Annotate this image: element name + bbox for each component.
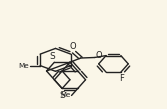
Text: O: O bbox=[70, 42, 76, 51]
Text: S: S bbox=[50, 52, 56, 61]
Text: F: F bbox=[119, 74, 124, 83]
Text: O: O bbox=[95, 51, 102, 60]
Text: S: S bbox=[59, 91, 65, 100]
Text: Me: Me bbox=[60, 92, 71, 99]
Text: Me: Me bbox=[19, 63, 29, 69]
